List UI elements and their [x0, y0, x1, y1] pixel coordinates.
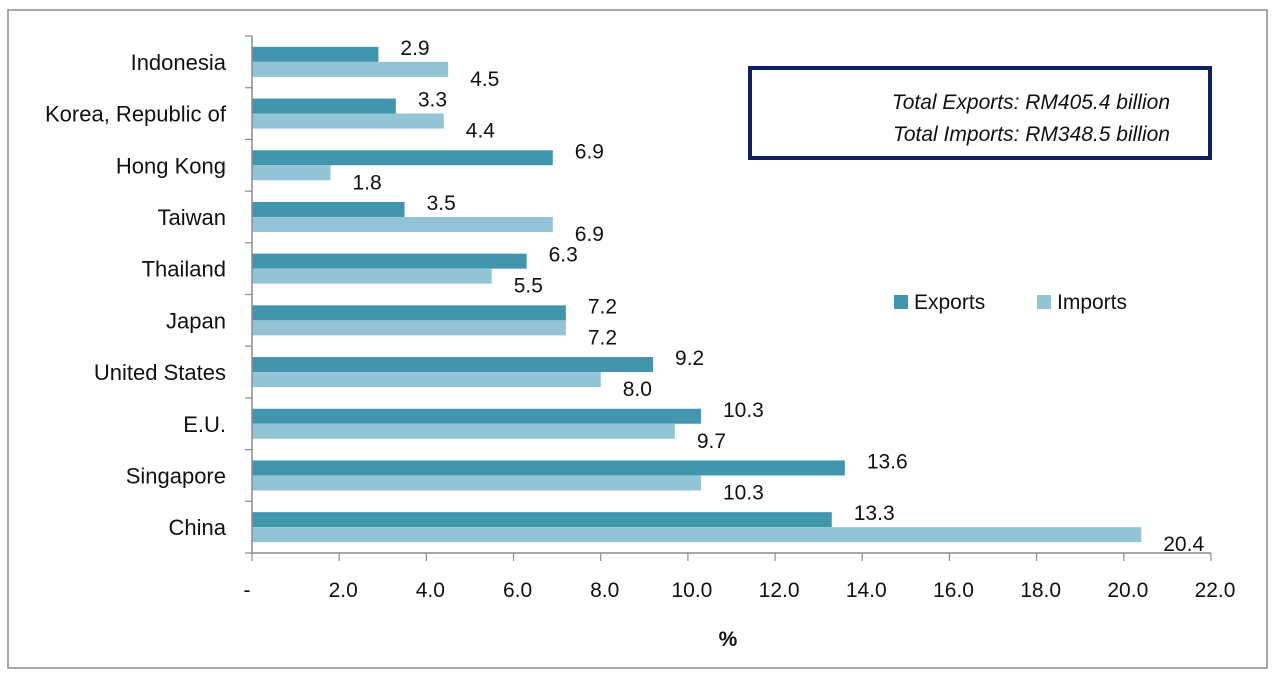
data-label-exports-taiwan: 3.5 — [427, 192, 456, 215]
data-label-exports-thailand: 6.3 — [549, 244, 578, 267]
category-label-taiwan: Taiwan — [158, 205, 226, 230]
x-tick-label: 18.0 — [1020, 579, 1061, 602]
data-label-imports-indonesia: 4.5 — [470, 68, 499, 91]
bar-exports-singapore — [252, 460, 845, 476]
data-label-exports-korea-republic-of: 3.3 — [418, 89, 447, 112]
data-label-imports-singapore: 10.3 — [723, 481, 764, 504]
bar-exports-united-states — [252, 357, 654, 373]
legend-swatch-imports — [1037, 295, 1051, 309]
bar-exports-korea-republic-of — [252, 98, 396, 114]
data-label-imports-e-u: 9.7 — [697, 430, 726, 453]
category-label-united-states: United States — [94, 360, 226, 385]
x-tick-label: 2.0 — [329, 579, 358, 602]
data-label-exports-china: 13.3 — [854, 502, 895, 525]
x-tick-label: 8.0 — [590, 579, 619, 602]
x-tick-label: 14.0 — [846, 579, 887, 602]
annotation-total-imports: Total Imports: RM348.5 billion — [893, 123, 1170, 146]
x-tick-label: 6.0 — [503, 579, 532, 602]
legend: Exports Imports — [894, 291, 1127, 314]
bar-exports-e-u — [252, 408, 701, 424]
bar-imports-japan — [252, 320, 566, 336]
data-labels-group: 2.94.53.34.46.91.83.56.96.35.57.27.29.28… — [352, 37, 1204, 556]
data-label-imports-hong-kong: 1.8 — [352, 171, 381, 194]
y-axis: Indonesia Korea, Republic of Hong Kong Taiw… — [45, 35, 253, 554]
bar-exports-japan — [252, 305, 566, 321]
data-label-imports-taiwan: 6.9 — [575, 223, 604, 246]
bar-imports-thailand — [252, 268, 492, 284]
bars-group — [252, 46, 1142, 543]
x-tick-label: 20.0 — [1107, 579, 1148, 602]
category-label-e-u: E.U. — [183, 412, 226, 437]
annotation-box: Total Exports: RM405.4 billion Total Imp… — [748, 66, 1212, 160]
data-label-exports-japan: 7.2 — [588, 295, 617, 318]
category-label-korea-republic-of: Korea, Republic of — [45, 102, 227, 127]
category-label-thailand: Thailand — [142, 257, 226, 282]
data-label-exports-singapore: 13.6 — [867, 450, 908, 473]
bar-imports-hong-kong — [252, 165, 331, 181]
x-tick-label: 16.0 — [933, 579, 974, 602]
legend-label-imports: Imports — [1057, 291, 1127, 314]
bar-imports-united-states — [252, 372, 601, 388]
data-label-imports-china: 20.4 — [1163, 533, 1204, 556]
x-tick-label: 10.0 — [671, 579, 712, 602]
bar-exports-indonesia — [252, 46, 379, 62]
legend-swatch-exports — [894, 295, 908, 309]
bar-imports-korea-republic-of — [252, 113, 444, 129]
data-label-imports-japan: 7.2 — [588, 326, 617, 349]
x-tick-label: 22.0 — [1195, 579, 1236, 602]
category-label-singapore: Singapore — [126, 463, 226, 488]
category-label-china: China — [169, 515, 227, 540]
bar-imports-e-u — [252, 423, 675, 439]
data-label-exports-indonesia: 2.9 — [400, 37, 429, 60]
data-label-exports-united-states: 9.2 — [675, 347, 704, 370]
category-label-japan: Japan — [166, 308, 226, 333]
bar-imports-indonesia — [252, 61, 449, 77]
bar-exports-hong-kong — [252, 150, 553, 166]
annotation-total-exports: Total Exports: RM405.4 billion — [892, 91, 1170, 114]
annotation-border — [748, 66, 1212, 160]
category-label-indonesia: Indonesia — [131, 50, 227, 75]
data-label-imports-united-states: 8.0 — [623, 378, 652, 401]
x-tick-label: 4.0 — [416, 579, 445, 602]
bar-imports-taiwan — [252, 216, 553, 232]
bar-imports-singapore — [252, 475, 701, 491]
category-label-hong-kong: Hong Kong — [116, 153, 226, 178]
x-axis: - 2.0 4.0 6.0 8.0 10.0 12.0 14.0 16.0 18.0 20.0 22.… — [244, 552, 1236, 602]
data-label-exports-e-u: 10.3 — [723, 399, 764, 422]
bar-imports-china — [252, 527, 1142, 543]
x-tick-label: - — [244, 579, 251, 602]
chart-frame — [7, 9, 1268, 669]
data-label-imports-thailand: 5.5 — [514, 275, 543, 298]
bar-exports-taiwan — [252, 201, 405, 217]
data-label-exports-hong-kong: 6.9 — [575, 140, 604, 163]
x-tick-label: 12.0 — [759, 579, 800, 602]
x-axis-title: % — [719, 628, 738, 651]
data-label-imports-korea-republic-of: 4.4 — [466, 120, 496, 143]
bar-exports-thailand — [252, 253, 527, 269]
bar-exports-china — [252, 512, 832, 528]
legend-label-exports: Exports — [914, 291, 985, 314]
